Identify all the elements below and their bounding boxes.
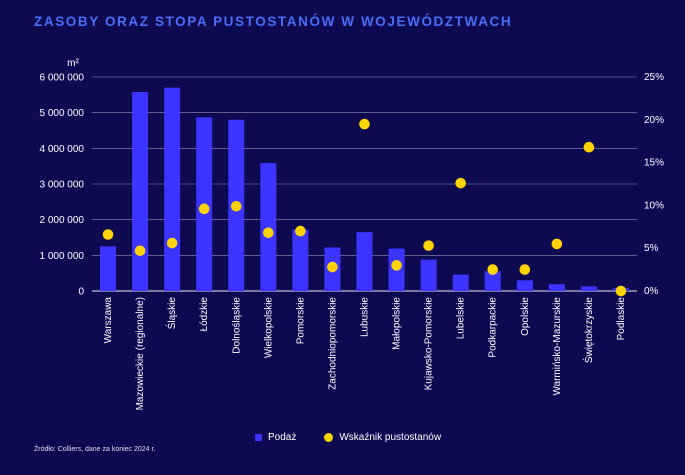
x-category-label: Kujawsko-Pomorskie <box>424 297 435 391</box>
y-left-tick-label: 4 000 000 <box>40 144 85 155</box>
x-category-label: Mazowieckie (regionalne) <box>135 297 146 410</box>
bar <box>516 280 533 291</box>
x-category-label: Lubelskie <box>456 297 467 340</box>
y-left-tick-label: 0 <box>78 287 84 298</box>
bar <box>260 162 277 291</box>
x-category-label: Warmińsko-Mazurskie <box>552 297 563 396</box>
legend-label-vacancy: Wskaźnik pustostanów <box>339 432 442 443</box>
vacancy-dot <box>102 229 114 240</box>
bar <box>356 232 373 291</box>
bar <box>452 274 469 291</box>
x-category-label: Śląskie <box>165 297 178 330</box>
vacancy-dot <box>166 237 178 249</box>
vacancy-dot <box>263 227 274 239</box>
y-right-tick-label: 15% <box>644 158 664 169</box>
bar <box>292 229 309 291</box>
vacancy-dot <box>519 264 531 275</box>
x-category-label: Świętokrzyskie <box>582 297 595 364</box>
y-right-tick-label: 25% <box>644 72 664 83</box>
y-left-tick-label: 3 000 000 <box>40 180 85 191</box>
bar-series <box>100 87 629 291</box>
vacancy-dot <box>327 261 338 273</box>
vacancy-dot <box>134 245 146 257</box>
vacancy-dot <box>423 240 434 251</box>
bar <box>164 87 181 291</box>
vacancy-dot <box>295 225 306 237</box>
bar <box>132 91 149 291</box>
bar <box>420 259 437 291</box>
y-unit-label: m² <box>67 58 79 69</box>
vacancy-dot <box>198 203 210 215</box>
vacancy-dot <box>551 238 563 250</box>
bar <box>484 271 501 291</box>
x-category-label: Lubuskie <box>360 297 371 337</box>
x-category-label: Warszawa <box>103 297 114 344</box>
y-right-tick-label: 5% <box>644 243 659 254</box>
vacancy-dot <box>391 260 402 271</box>
vacancy-dot <box>615 285 627 297</box>
x-category-label: Dolnośląskie <box>231 297 242 354</box>
y-left-tick-label: 5 000 000 <box>40 108 85 119</box>
y-left-tick-label: 2 000 000 <box>40 215 85 226</box>
y-left-tick-label: 6 000 000 <box>40 73 85 84</box>
bar <box>100 246 117 291</box>
x-category-label: Zachodniopomorskie <box>327 297 338 390</box>
x-category-label: Pomorskie <box>295 297 306 345</box>
x-category-label: Podlaskie <box>616 297 627 341</box>
y-left-ticks: 0 1 000 000 2 000 000 3 000 000 4 000 000 5 0… <box>40 73 85 298</box>
vacancy-dot <box>583 141 595 153</box>
legend-item-supply: Podaż <box>255 432 296 443</box>
y-right-ticks: 0% 5% 10% 15% 20% 25% <box>644 72 664 297</box>
y-right-tick-label: 10% <box>644 200 664 211</box>
bar <box>548 284 565 291</box>
source-note: Źródło: Colliers, dane za koniec 2024 r. <box>34 446 156 453</box>
legend: Podaż Wskaźnik pustostanów <box>255 432 463 443</box>
y-right-tick-label: 20% <box>644 115 664 126</box>
vacancy-dot <box>230 200 242 212</box>
vacancy-dot <box>487 264 499 275</box>
y-left-tick-label: 1 000 000 <box>40 251 85 262</box>
x-category-label: Łódzkie <box>199 297 210 332</box>
legend-dot-swatch <box>324 433 334 442</box>
chart-title: ZASOBY ORAZ STOPA PUSTOSTANÓW W WOJEWÓDZ… <box>34 14 513 29</box>
vacancy-dot <box>359 118 370 130</box>
x-category-label: Wielkopolskie <box>263 297 274 359</box>
x-category-label: Małopolskie <box>392 297 403 350</box>
y-right-tick-label: 0% <box>644 286 659 297</box>
x-category-label: Podkarpackie <box>488 297 499 358</box>
dot-series <box>102 118 627 297</box>
legend-bar-swatch <box>255 434 262 441</box>
x-category-labels: Warszawa Mazowieckie (regionalne) Śląskie Ł… <box>103 297 627 411</box>
legend-item-vacancy: Wskaźnik pustostanów <box>324 432 441 443</box>
bar <box>580 286 597 291</box>
x-category-label: Opolskie <box>520 297 531 336</box>
vacancy-dot <box>455 177 466 189</box>
legend-label-supply: Podaż <box>268 432 297 443</box>
